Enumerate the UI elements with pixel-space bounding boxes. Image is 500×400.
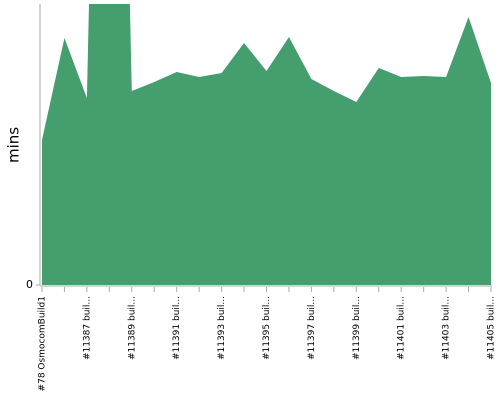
x-tick-label: #11391 buil... [172,296,182,360]
x-tick-label: #11397 buil... [307,296,317,360]
x-tick-label: #11389 buil... [127,296,137,360]
y-axis-label: mins [5,127,23,163]
x-tick-label: #11393 buil... [217,296,227,360]
x-tick-label: #11403 buil... [442,296,452,360]
x-tick-label: #11399 buil... [352,296,362,360]
x-tick-label: #11405 buil... [487,296,497,360]
area [42,4,491,285]
x-tick-label: #11395 buil... [262,296,272,360]
x-tick-label: #11387 buil... [82,296,92,360]
x-tick-label: #78 OsmocomBuild1 [38,296,48,391]
y-tick-label: 0 [26,278,33,291]
x-tick-label: #11401 buil... [397,296,407,360]
